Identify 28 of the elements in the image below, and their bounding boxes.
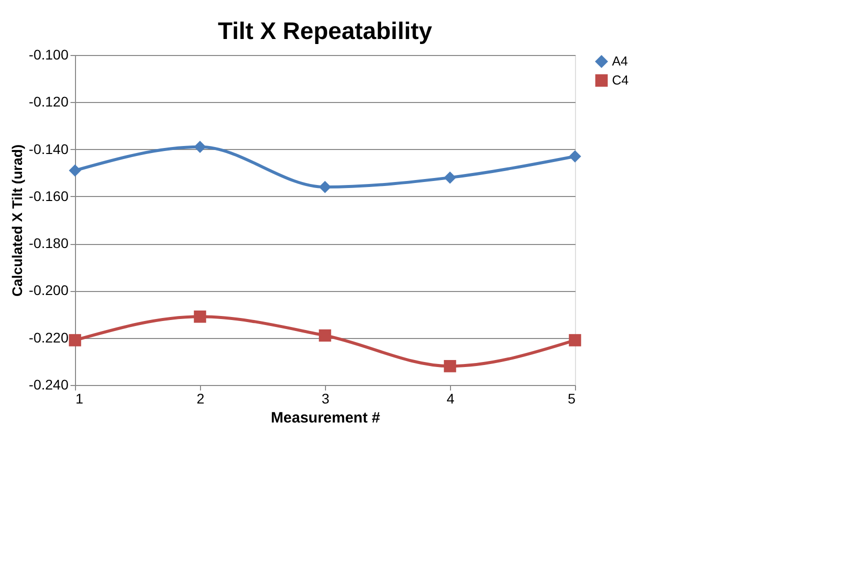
y-tick-label: -0.160: [28, 188, 69, 204]
point: [68, 334, 82, 346]
point: [194, 310, 206, 323]
x-tick-label: 1: [76, 390, 84, 406]
point: [568, 150, 582, 162]
chart-title: Tilt X Repeatability: [218, 18, 433, 45]
legend-label: C4: [612, 72, 629, 88]
point: [444, 171, 456, 184]
point: [444, 360, 456, 372]
y-tick-label: -0.180: [28, 235, 69, 252]
y-tick-label: -0.240: [28, 376, 69, 392]
y-tick-label: -0.220: [28, 329, 69, 346]
point: [568, 334, 582, 346]
x-tick-label: 5: [568, 390, 576, 406]
x-axis-title: Measurement #: [270, 410, 381, 426]
y-tick-label: -0.140: [28, 140, 69, 157]
point: [318, 329, 332, 342]
x-tick-label: 4: [446, 390, 455, 406]
point: [318, 180, 332, 194]
x-tick-label: 2: [196, 390, 205, 406]
y-tick-label: -0.200: [28, 282, 69, 298]
y-tick-label: -0.100: [28, 46, 69, 62]
y-axis-title: Calculated X Tilt (urad): [8, 144, 25, 297]
x-tick-label: 3: [322, 390, 330, 406]
y-tick-label: -0.120: [28, 94, 69, 110]
point: [68, 164, 82, 177]
point: [194, 140, 206, 154]
legend-label: A4: [612, 54, 628, 68]
